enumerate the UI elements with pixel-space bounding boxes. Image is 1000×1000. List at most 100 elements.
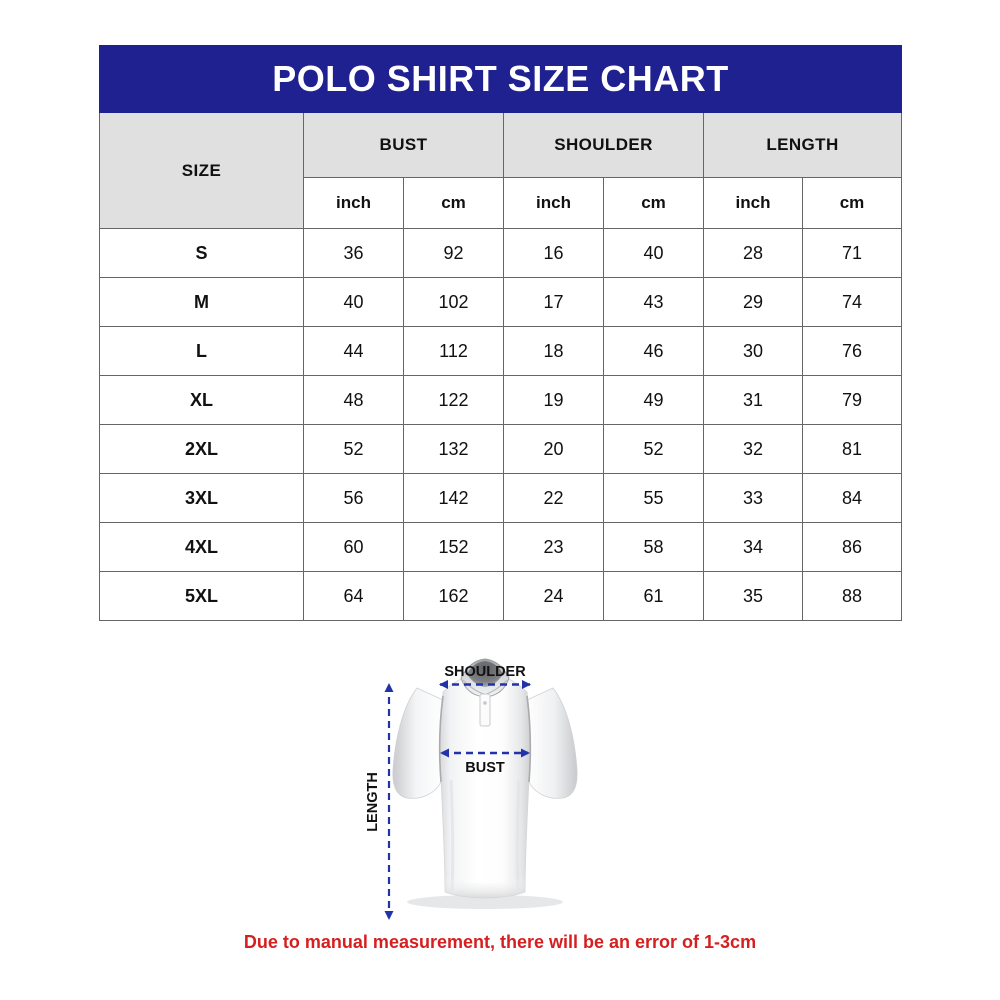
left-sleeve <box>392 687 445 799</box>
unit-bust-cm: cm <box>403 177 504 229</box>
unit-length-inch: inch <box>703 177 803 229</box>
table-row: 5XL 64 162 24 61 35 88 <box>99 571 902 621</box>
cell-bust-cm: 162 <box>403 571 504 621</box>
unit-header-row: inch cm inch cm inch cm <box>100 177 902 229</box>
cell-bust-inch: 48 <box>303 375 404 425</box>
column-header-length: LENGTH <box>703 112 902 178</box>
cell-length-inch: 34 <box>703 522 803 572</box>
cell-shoulder-inch: 24 <box>503 571 604 621</box>
cell-bust-cm: 152 <box>403 522 504 572</box>
armhole-seam-left <box>438 695 444 783</box>
polo-shirt-illustration: SHOULDER BUST LENGTH <box>365 658 578 920</box>
measurement-diagram: SHOULDER BUST LENGTH <box>355 630 645 930</box>
cell-length-cm: 74 <box>802 277 902 327</box>
cell-bust-inch: 44 <box>303 326 404 376</box>
cell-length-cm: 84 <box>802 473 902 523</box>
cell-length-inch: 35 <box>703 571 803 621</box>
body-fold-left <box>449 779 455 891</box>
table-row: XL 48 122 19 49 31 79 <box>99 375 902 425</box>
cell-bust-inch: 64 <box>303 571 404 621</box>
shoulder-measure-arrow <box>439 680 531 689</box>
collar-seam-right <box>485 679 508 695</box>
shoulder-label: SHOULDER <box>444 664 526 680</box>
cell-bust-inch: 52 <box>303 424 404 474</box>
table-row: L 44 112 18 46 30 76 <box>99 326 902 376</box>
cell-length-cm: 88 <box>802 571 902 621</box>
cell-length-inch: 32 <box>703 424 803 474</box>
table-row: S 36 92 16 40 28 71 <box>99 228 902 278</box>
cell-size: XL <box>99 375 304 425</box>
neck-opening <box>467 661 503 687</box>
cell-length-inch: 33 <box>703 473 803 523</box>
cell-length-cm: 76 <box>802 326 902 376</box>
cell-bust-inch: 36 <box>303 228 404 278</box>
cell-length-inch: 30 <box>703 326 803 376</box>
length-measure-arrow <box>384 683 394 920</box>
cell-bust-cm: 112 <box>403 326 504 376</box>
cell-bust-cm: 142 <box>403 473 504 523</box>
body-fold-right <box>515 779 521 891</box>
cell-length-inch: 28 <box>703 228 803 278</box>
cell-shoulder-inch: 16 <box>503 228 604 278</box>
cell-size: 2XL <box>99 424 304 474</box>
cell-bust-cm: 102 <box>403 277 504 327</box>
cell-size: M <box>99 277 304 327</box>
bust-label: BUST <box>465 760 505 776</box>
cell-size: 5XL <box>99 571 304 621</box>
cell-bust-cm: 122 <box>403 375 504 425</box>
placket-button <box>483 701 487 705</box>
unit-bust-inch: inch <box>303 177 404 229</box>
cell-shoulder-inch: 20 <box>503 424 604 474</box>
cell-length-cm: 71 <box>802 228 902 278</box>
group-header-row: SIZE BUST SHOULDER LENGTH <box>99 112 902 229</box>
cell-bust-inch: 60 <box>303 522 404 572</box>
table-row: M 40 102 17 43 29 74 <box>99 277 902 327</box>
cell-shoulder-cm: 61 <box>603 571 704 621</box>
cell-length-cm: 81 <box>802 424 902 474</box>
cell-shoulder-inch: 22 <box>503 473 604 523</box>
cell-shoulder-cm: 40 <box>603 228 704 278</box>
table-row: 3XL 56 142 22 55 33 84 <box>99 473 902 523</box>
cell-length-inch: 31 <box>703 375 803 425</box>
column-header-bust: BUST <box>303 112 504 178</box>
cell-size: L <box>99 326 304 376</box>
chart-title: POLO SHIRT SIZE CHART <box>99 45 902 113</box>
cell-bust-inch: 56 <box>303 473 404 523</box>
cell-length-cm: 79 <box>802 375 902 425</box>
unit-shoulder-inch: inch <box>503 177 604 229</box>
cell-length-inch: 29 <box>703 277 803 327</box>
unit-length-cm: cm <box>802 177 902 229</box>
cell-shoulder-inch: 18 <box>503 326 604 376</box>
cell-shoulder-cm: 58 <box>603 522 704 572</box>
cell-shoulder-cm: 55 <box>603 473 704 523</box>
cell-size: 3XL <box>99 473 304 523</box>
bust-measure-arrow <box>440 748 530 758</box>
column-header-shoulder: SHOULDER <box>503 112 704 178</box>
cell-shoulder-inch: 19 <box>503 375 604 425</box>
cell-bust-cm: 132 <box>403 424 504 474</box>
cell-size: 4XL <box>99 522 304 572</box>
measurement-disclaimer: Due to manual measurement, there will be… <box>243 932 757 952</box>
table-row: 4XL 60 152 23 58 34 86 <box>99 522 902 572</box>
table-row: 2XL 52 132 20 52 32 81 <box>99 424 902 474</box>
cell-shoulder-inch: 17 <box>503 277 604 327</box>
cell-shoulder-inch: 23 <box>503 522 604 572</box>
column-header-size: SIZE <box>99 112 304 229</box>
shirt-shadow <box>407 895 563 909</box>
title-row: POLO SHIRT SIZE CHART <box>99 45 902 113</box>
cell-shoulder-cm: 46 <box>603 326 704 376</box>
cell-length-cm: 86 <box>802 522 902 572</box>
size-chart-table: POLO SHIRT SIZE CHART SIZE BUST SHOULDER… <box>99 45 902 621</box>
button-placket <box>479 693 491 727</box>
cell-shoulder-cm: 52 <box>603 424 704 474</box>
cell-bust-cm: 92 <box>403 228 504 278</box>
right-sleeve <box>525 687 578 799</box>
unit-shoulder-cm: cm <box>603 177 704 229</box>
cell-bust-inch: 40 <box>303 277 404 327</box>
cell-size: S <box>99 228 304 278</box>
cell-shoulder-cm: 49 <box>603 375 704 425</box>
shirt-hem <box>445 876 525 898</box>
length-label: LENGTH <box>365 772 381 832</box>
armhole-seam-right <box>526 695 532 783</box>
collar-seam-left <box>462 679 485 695</box>
